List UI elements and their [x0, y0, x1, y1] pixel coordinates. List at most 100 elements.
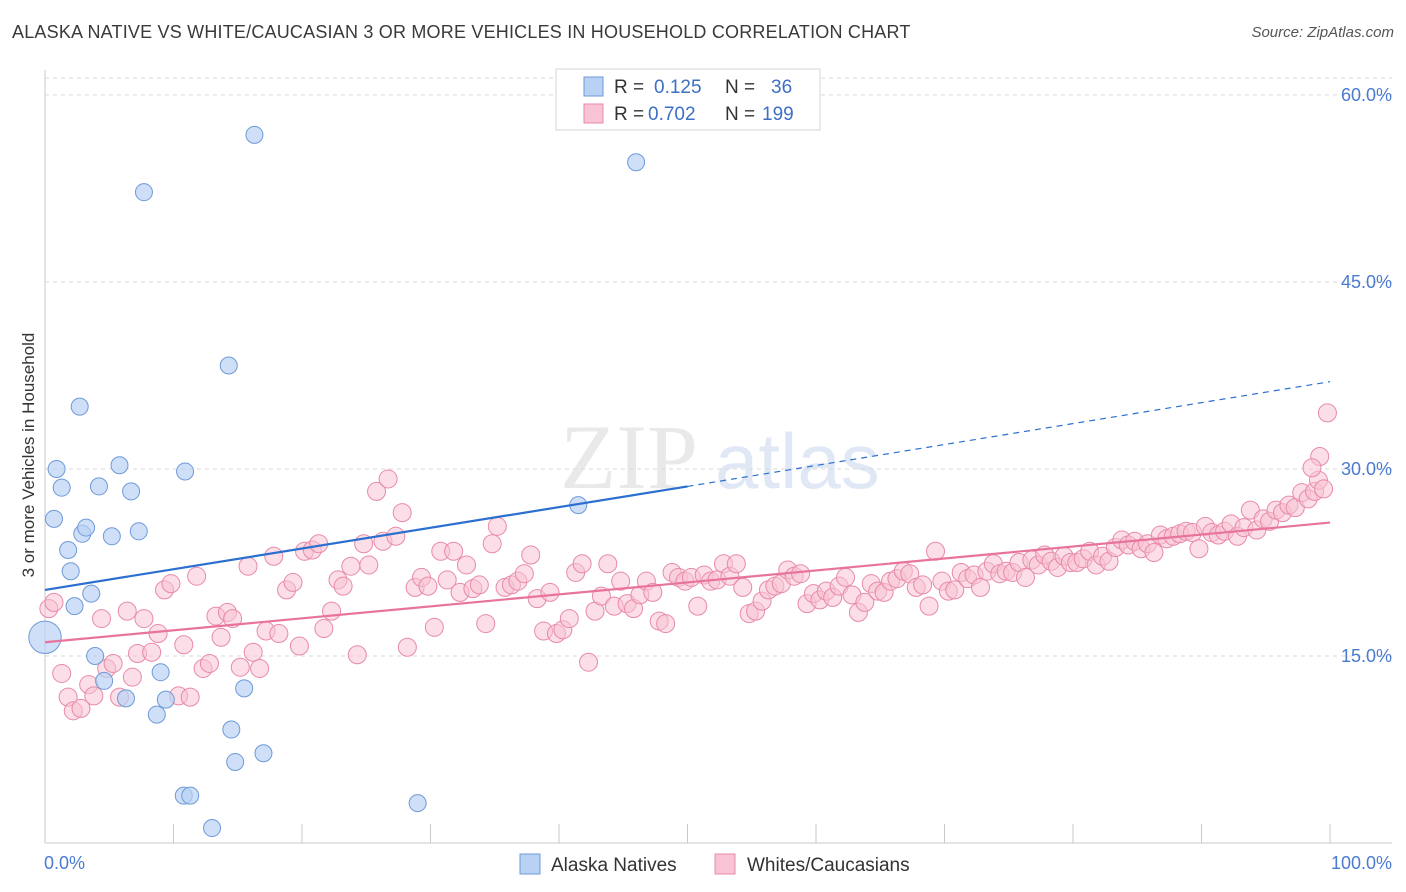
whites-point: [913, 575, 933, 595]
alaska-point: [151, 663, 170, 682]
alaska-point: [28, 620, 62, 654]
alaska-point: [89, 477, 108, 496]
whites-point: [347, 645, 367, 665]
whites-point: [174, 635, 194, 655]
legend-r-value-1: 0.125: [654, 77, 702, 98]
legend-n-value-1: 36: [771, 77, 792, 98]
whites-point: [238, 556, 258, 576]
whites-point: [314, 619, 334, 639]
whites-point: [84, 686, 104, 706]
alaska-point: [61, 562, 80, 581]
whites-point: [283, 572, 303, 592]
legend-r-label-2: R =: [614, 104, 644, 125]
whites-point: [223, 609, 243, 629]
whites-point: [333, 576, 353, 596]
whites-point: [367, 481, 387, 501]
whites-point: [733, 577, 753, 597]
whites-point: [656, 614, 676, 634]
whites-point: [122, 667, 142, 687]
alaska-trend-extension: [687, 381, 1331, 488]
alaska-point: [110, 456, 129, 475]
whites-point: [1314, 479, 1334, 499]
y-axis-label: 3 or more Vehicles in Household: [19, 333, 38, 578]
whites-point: [444, 541, 464, 561]
whites-point: [945, 580, 965, 600]
alaska-point: [77, 518, 96, 537]
legend-box: R = 0.125 N = 36 R = 0.702 N = 199: [555, 68, 821, 131]
alaska-point: [70, 397, 89, 416]
whites-point: [424, 617, 444, 637]
x-ticks: [44, 824, 1331, 843]
watermark-zip: ZIP: [560, 406, 698, 508]
whites-point: [322, 601, 342, 621]
alaska-point: [59, 541, 78, 560]
alaska-points: [28, 125, 646, 838]
whites-point: [397, 637, 417, 657]
whites-point: [1317, 403, 1337, 423]
alaska-point: [95, 671, 114, 690]
whites-point: [289, 636, 309, 656]
whites-point: [187, 566, 207, 586]
y-tick-label: 15.0%: [1341, 646, 1392, 666]
whites-point: [437, 570, 457, 590]
alaska-point: [129, 522, 148, 541]
whites-point: [598, 554, 618, 574]
alaska-point: [52, 478, 71, 497]
whites-point: [611, 571, 631, 591]
legend-r-value-2: 0.702: [648, 104, 696, 125]
bottom-legend: Alaska Natives Whites/Caucasians: [519, 853, 910, 876]
legend-n-label-1: N =: [725, 77, 755, 98]
whites-point: [476, 614, 496, 634]
bottom-legend-alaska: Alaska Natives: [551, 855, 677, 876]
alaska-point: [245, 125, 264, 144]
alaska-point: [122, 482, 141, 501]
legend-swatch-pink: [583, 103, 604, 124]
whites-point: [540, 582, 560, 602]
whites-point: [482, 534, 502, 554]
whites-point: [836, 567, 856, 587]
alaska-point: [116, 689, 135, 708]
whites-point: [211, 627, 231, 647]
bottom-legend-whites: Whites/Caucasians: [747, 855, 910, 876]
alaska-point: [408, 794, 427, 813]
source-note: Source: ZipAtlas.com: [1251, 24, 1394, 41]
alaska-point: [181, 786, 200, 805]
whites-point: [1015, 567, 1035, 587]
whites-point: [92, 609, 112, 629]
y-tick-label: 60.0%: [1341, 85, 1392, 105]
alaska-point: [627, 153, 646, 172]
whites-point: [199, 653, 219, 673]
whites-point: [180, 687, 200, 707]
whites-point: [341, 556, 361, 576]
alaska-point: [219, 356, 238, 375]
whites-point: [926, 541, 946, 561]
whites-point: [71, 698, 91, 718]
whites-point: [572, 554, 592, 574]
whites-point: [1189, 539, 1209, 559]
whites-point: [243, 642, 263, 662]
alaska-point: [102, 527, 121, 546]
whites-point: [52, 663, 72, 683]
whites-trend-line: [44, 521, 1331, 644]
whites-point: [559, 609, 579, 629]
whites-point: [456, 555, 476, 575]
y-tick-label: 45.0%: [1341, 272, 1392, 292]
whites-point: [250, 658, 270, 678]
alaska-point: [44, 509, 63, 528]
whites-point: [392, 503, 412, 523]
whites-point: [919, 596, 939, 616]
whites-point: [855, 592, 875, 612]
whites-point: [791, 564, 811, 584]
alaska-point: [235, 679, 254, 698]
whites-point: [1302, 458, 1322, 478]
whites-point: [726, 554, 746, 574]
whites-point: [487, 516, 507, 536]
whites-point: [134, 609, 154, 629]
whites-point: [269, 624, 289, 644]
alaska-trend-line: [44, 485, 688, 591]
whites-point: [230, 657, 250, 677]
y-tick-label: 30.0%: [1341, 459, 1392, 479]
whites-point: [970, 577, 990, 597]
alaska-point: [134, 183, 153, 202]
whites-point: [514, 564, 534, 584]
